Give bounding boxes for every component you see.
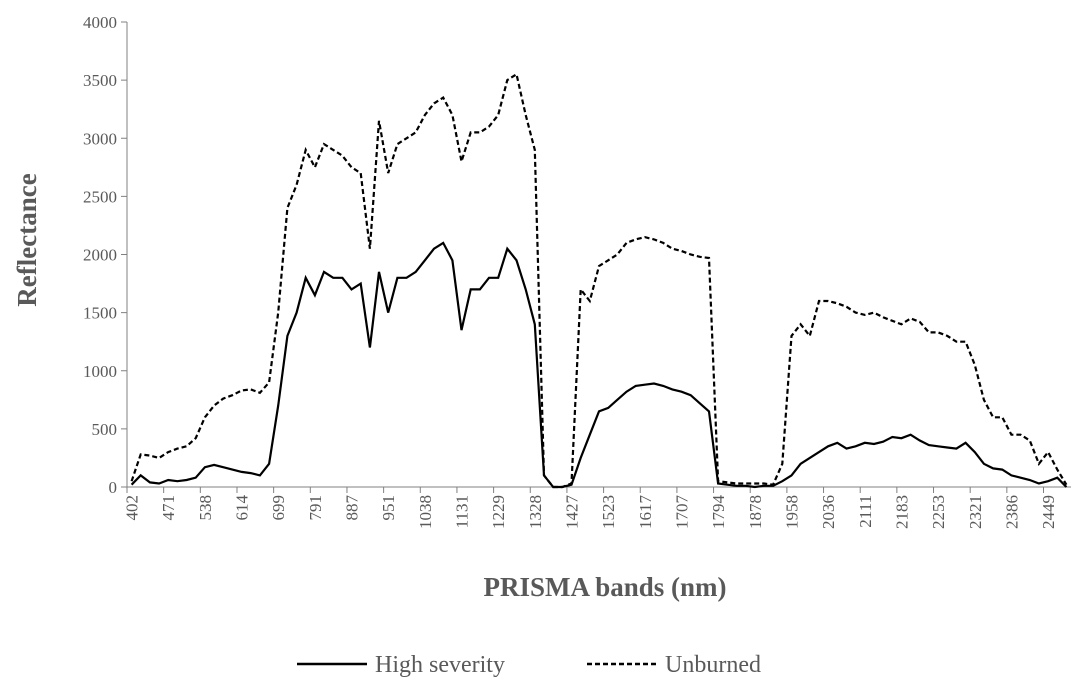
y-tick-label: 2500	[83, 187, 117, 206]
x-tick-label: 471	[159, 495, 178, 521]
x-tick-label: 1878	[746, 495, 765, 529]
x-tick-label: 614	[233, 495, 252, 521]
y-tick-label: 1500	[83, 304, 117, 323]
x-tick-label: 1229	[489, 495, 508, 529]
y-tick-label: 3000	[83, 129, 117, 148]
series-line	[130, 72, 1068, 489]
x-tick-label: 1958	[782, 495, 801, 529]
x-tick-label: 2321	[966, 495, 985, 529]
series-line	[130, 241, 1068, 489]
x-axis-title: PRISMA bands (nm)	[483, 572, 726, 602]
x-tick-label: 1427	[563, 495, 582, 530]
x-tick-label: 2386	[1002, 495, 1021, 529]
y-axis-title: Reflectance	[12, 173, 42, 306]
x-tick-label: 1523	[599, 495, 618, 529]
y-tick-label: 500	[92, 420, 118, 439]
x-tick-label: 2253	[929, 495, 948, 529]
x-tick-label: 1038	[416, 495, 435, 529]
y-tick-label: 2000	[83, 246, 117, 265]
x-tick-label: 2449	[1039, 495, 1058, 529]
y-tick-label: 4000	[83, 13, 117, 32]
y-tick-label: 1000	[83, 362, 117, 381]
x-tick-label: 2111	[856, 495, 875, 528]
x-tick-label: 538	[196, 495, 215, 521]
x-tick-label: 1794	[709, 495, 728, 530]
y-tick-label: 0	[109, 478, 118, 497]
x-tick-label: 887	[343, 495, 362, 521]
y-tick-label: 3500	[83, 71, 117, 90]
x-tick-label: 791	[306, 495, 325, 521]
x-tick-label: 2183	[892, 495, 911, 529]
legend-label: High severity	[375, 652, 505, 678]
x-tick-label: 1617	[636, 495, 655, 530]
legend-label: Unburned	[665, 652, 761, 678]
x-tick-label: 1707	[672, 495, 691, 530]
x-tick-label: 402	[123, 495, 142, 521]
x-tick-label: 699	[269, 495, 288, 521]
x-tick-label: 951	[379, 495, 398, 521]
x-tick-label: 1328	[526, 495, 545, 529]
x-tick-label: 1131	[453, 495, 472, 528]
x-tick-label: 2036	[819, 495, 838, 529]
